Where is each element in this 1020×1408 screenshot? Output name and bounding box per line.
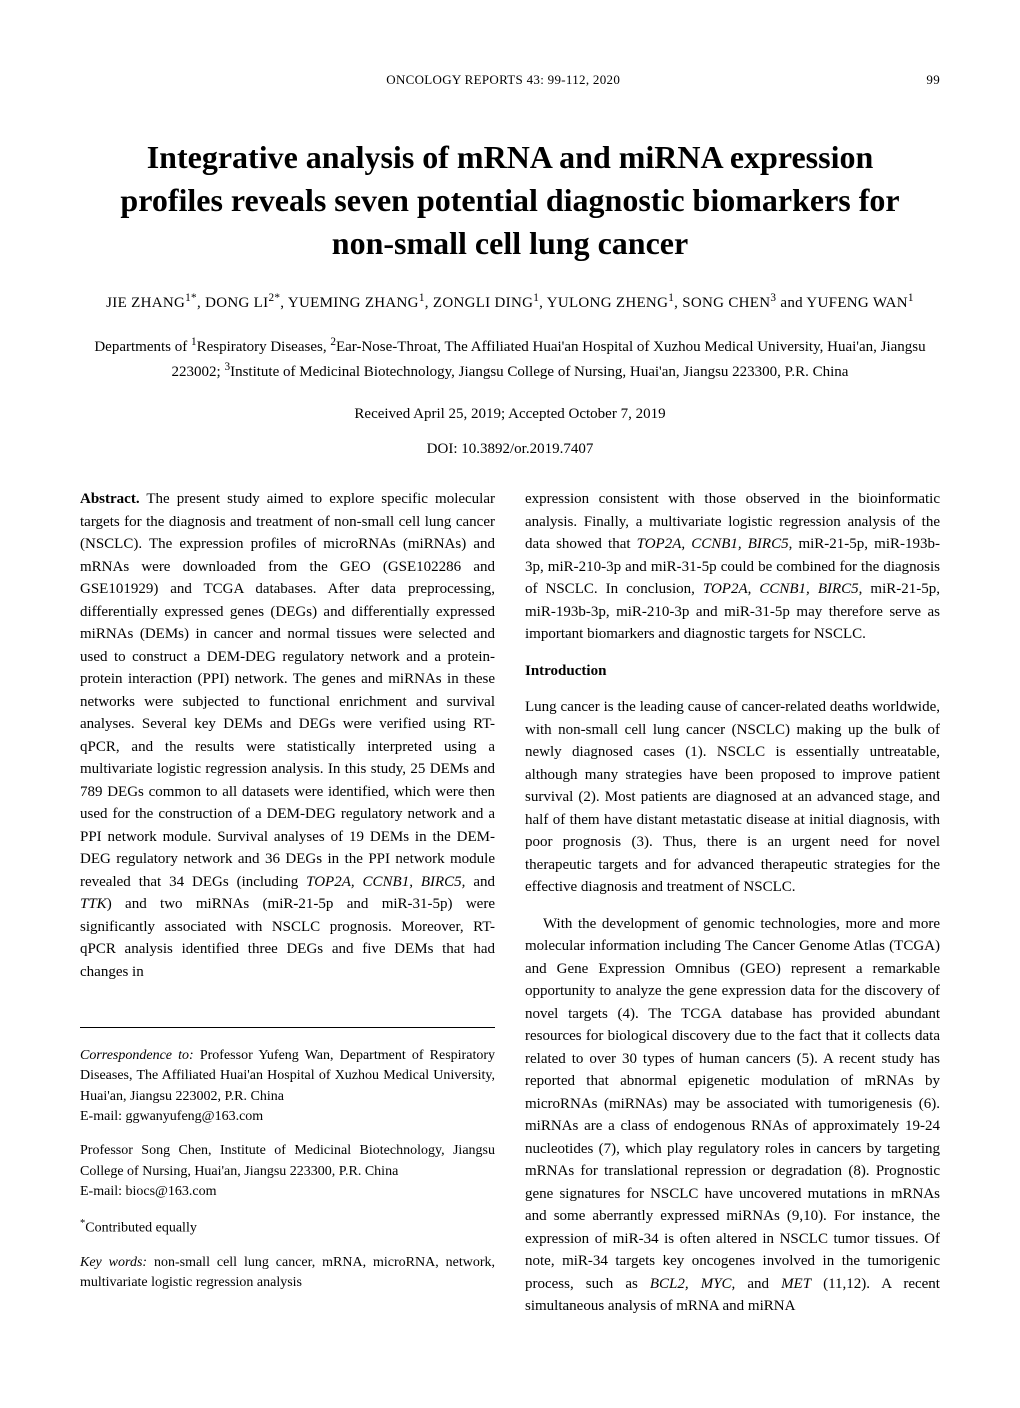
affiliations: Departments of 1Respiratory Diseases, 2E… <box>80 334 940 385</box>
intro-paragraph-2: With the development of genomic technolo… <box>525 913 940 1318</box>
keywords-block: Key words: non-small cell lung cancer, m… <box>80 1253 495 1294</box>
abstract-label: Abstract. <box>80 491 140 507</box>
abstract-body-2: and <box>473 874 495 890</box>
abstract-continuation: expression consistent with those observe… <box>525 488 940 646</box>
right-top-genes-2: TOP2A, CCNB1, BIRC5 <box>703 581 859 597</box>
right-column: expression consistent with those observe… <box>525 488 940 1332</box>
correspondence-block: Correspondence to: Professor Yufeng Wan,… <box>80 1046 495 1294</box>
abstract-genes-2: TTK <box>80 896 107 912</box>
intro-p2b: and <box>735 1276 781 1292</box>
abstract-body-1: The present study aimed to explore speci… <box>80 491 495 890</box>
correspondence-label: Correspondence to: <box>80 1048 194 1063</box>
separator-rule <box>80 1027 495 1028</box>
abstract-body-3: ) and two miRNAs (miR-21-5p and miR-31-5… <box>80 896 495 980</box>
intro-p2-genes-2: MET <box>781 1276 811 1292</box>
keywords-label: Key words: <box>80 1255 147 1270</box>
correspondence-email-2: E-mail: biocs@163.com <box>80 1184 217 1199</box>
two-column-layout: Abstract. The present study aimed to exp… <box>80 488 940 1332</box>
received-accepted-dates: Received April 25, 2019; Accepted Octobe… <box>80 406 940 423</box>
page-number: 99 <box>926 72 940 88</box>
introduction-heading: Introduction <box>525 660 940 683</box>
intro-p2a: With the development of genomic technolo… <box>525 916 940 1292</box>
correspondence-email-1: E-mail: ggwanyufeng@163.com <box>80 1109 263 1124</box>
correspondence-1: Correspondence to: Professor Yufeng Wan,… <box>80 1046 495 1127</box>
left-column: Abstract. The present study aimed to exp… <box>80 488 495 1332</box>
intro-p2-genes-1: BCL2, MYC, <box>650 1276 735 1292</box>
authors-list: JIE ZHANG1*, DONG LI2*, YUEMING ZHANG1, … <box>80 292 940 312</box>
abstract-genes-1: TOP2A, CCNB1, BIRC5, <box>306 874 473 890</box>
correspondence-2: Professor Song Chen, Institute of Medici… <box>80 1141 495 1202</box>
right-top-genes-1: TOP2A, CCNB1, BIRC5 <box>637 536 789 552</box>
intro-paragraph-1: Lung cancer is the leading cause of canc… <box>525 696 940 899</box>
correspondence-text-2: Professor Song Chen, Institute of Medici… <box>80 1143 495 1178</box>
abstract-paragraph: Abstract. The present study aimed to exp… <box>80 488 495 983</box>
article-title: Integrative analysis of mRNA and miRNA e… <box>80 136 940 266</box>
doi: DOI: 10.3892/or.2019.7407 <box>80 441 940 458</box>
contributed-equally: *Contributed equally <box>80 1216 495 1239</box>
contributed-equally-text: Contributed equally <box>85 1221 197 1236</box>
journal-header: ONCOLOGY REPORTS 43: 99-112, 2020 <box>386 72 620 87</box>
